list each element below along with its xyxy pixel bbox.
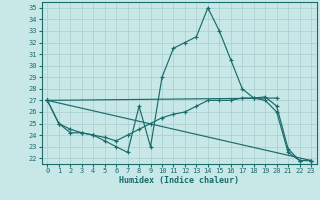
X-axis label: Humidex (Indice chaleur): Humidex (Indice chaleur) (119, 176, 239, 185)
